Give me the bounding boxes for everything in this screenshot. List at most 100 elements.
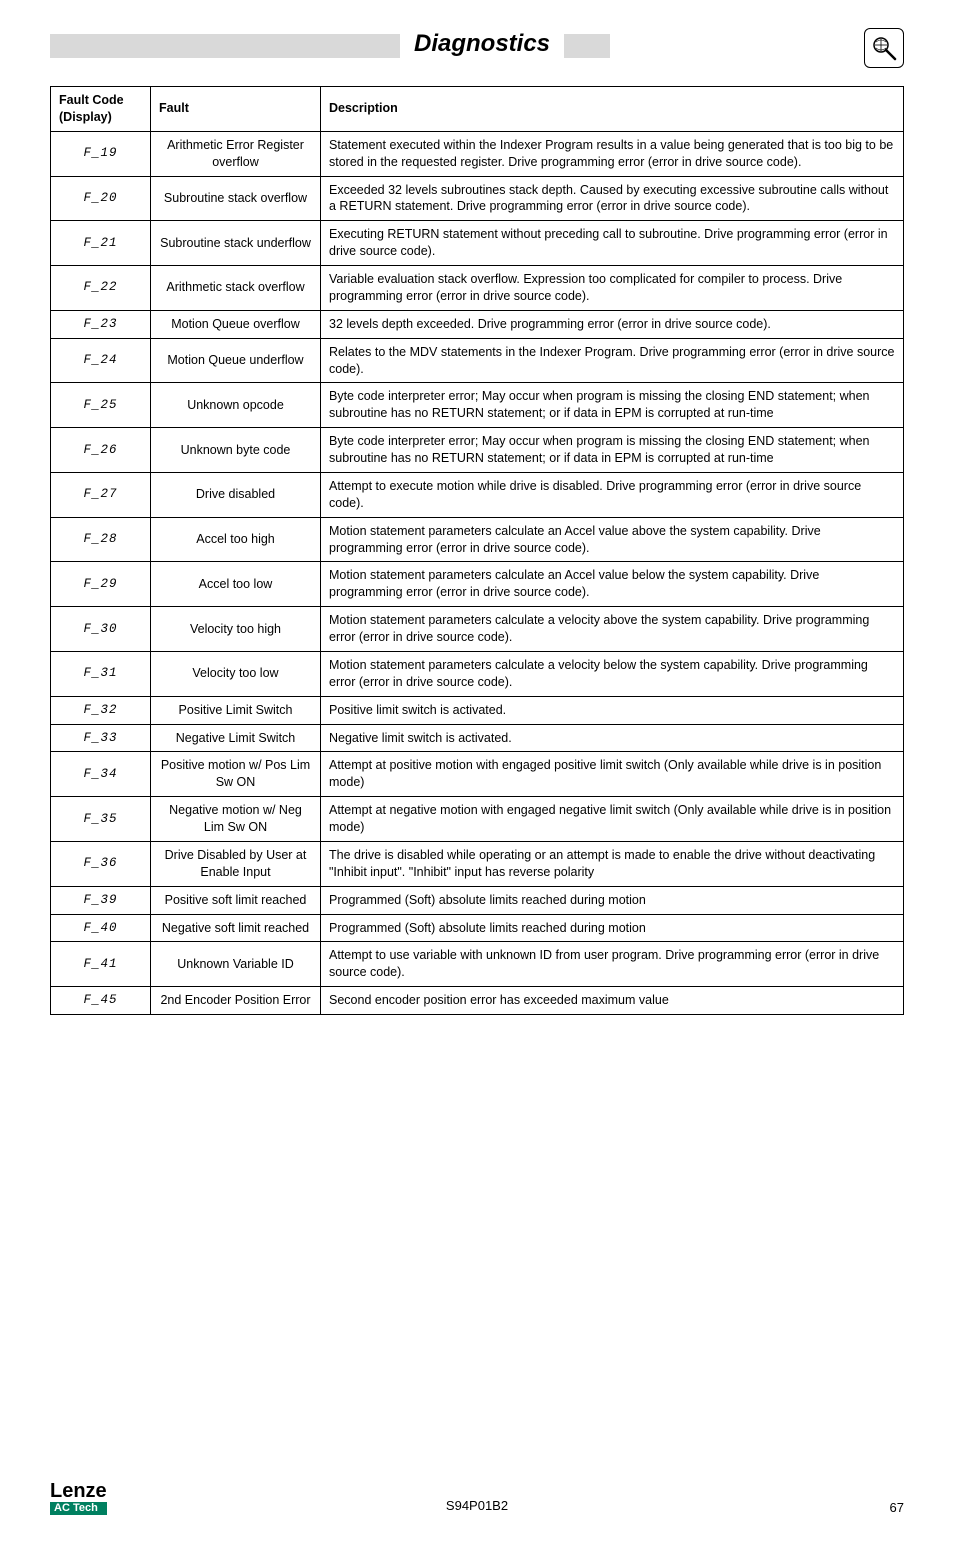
fault-code-cell: F_29 bbox=[51, 562, 151, 607]
magnifier-icon-box bbox=[864, 28, 904, 68]
header-title-wrap: Diagnostics bbox=[400, 30, 564, 58]
fault-name-cell: Subroutine stack underflow bbox=[151, 221, 321, 266]
header-fault: Fault bbox=[151, 87, 321, 132]
logo-text-bottom: AC Tech bbox=[50, 1502, 107, 1515]
fault-description-cell: Programmed (Soft) absolute limits reache… bbox=[321, 886, 904, 914]
fault-name-cell: Motion Queue overflow bbox=[151, 310, 321, 338]
fault-description-cell: The drive is disabled while operating or… bbox=[321, 841, 904, 886]
table-body: F_19Arithmetic Error Register overflowSt… bbox=[51, 131, 904, 1014]
fault-description-cell: Attempt at positive motion with engaged … bbox=[321, 752, 904, 797]
fault-description-cell: Executing RETURN statement without prece… bbox=[321, 221, 904, 266]
table-row: F_32Positive Limit SwitchPositive limit … bbox=[51, 696, 904, 724]
fault-code-cell: F_25 bbox=[51, 383, 151, 428]
fault-description-cell: Statement executed within the Indexer Pr… bbox=[321, 131, 904, 176]
fault-name-cell: Negative motion w/ Neg Lim Sw ON bbox=[151, 797, 321, 842]
fault-description-cell: Second encoder position error has exceed… bbox=[321, 987, 904, 1015]
table-row: F_39Positive soft limit reachedProgramme… bbox=[51, 886, 904, 914]
fault-description-cell: Motion statement parameters calculate a … bbox=[321, 651, 904, 696]
table-row: F_24Motion Queue underflowRelates to the… bbox=[51, 338, 904, 383]
table-row: F_23Motion Queue overflow32 levels depth… bbox=[51, 310, 904, 338]
fault-code-cell: F_20 bbox=[51, 176, 151, 221]
fault-description-cell: Attempt to execute motion while drive is… bbox=[321, 472, 904, 517]
header-description: Description bbox=[321, 87, 904, 132]
header-band: Diagnostics bbox=[50, 30, 904, 68]
fault-code-cell: F_28 bbox=[51, 517, 151, 562]
fault-name-cell: Drive Disabled by User at Enable Input bbox=[151, 841, 321, 886]
table-row: F_35Negative motion w/ Neg Lim Sw ONAtte… bbox=[51, 797, 904, 842]
fault-name-cell: Subroutine stack overflow bbox=[151, 176, 321, 221]
fault-name-cell: Negative Limit Switch bbox=[151, 724, 321, 752]
fault-code-cell: F_30 bbox=[51, 607, 151, 652]
fault-description-cell: 32 levels depth exceeded. Drive programm… bbox=[321, 310, 904, 338]
fault-code-cell: F_40 bbox=[51, 914, 151, 942]
fault-name-cell: Velocity too low bbox=[151, 651, 321, 696]
fault-code-cell: F_26 bbox=[51, 428, 151, 473]
fault-code-cell: F_34 bbox=[51, 752, 151, 797]
header-code: Fault Code (Display) bbox=[51, 87, 151, 132]
table-row: F_19Arithmetic Error Register overflowSt… bbox=[51, 131, 904, 176]
fault-description-cell: Negative limit switch is activated. bbox=[321, 724, 904, 752]
footer-doc-id: S94P01B2 bbox=[446, 1498, 508, 1513]
table-header-row: Fault Code (Display) Fault Description bbox=[51, 87, 904, 132]
fault-description-cell: Byte code interpreter error; May occur w… bbox=[321, 428, 904, 473]
fault-description-cell: Positive limit switch is activated. bbox=[321, 696, 904, 724]
fault-name-cell: Unknown Variable ID bbox=[151, 942, 321, 987]
fault-description-cell: Variable evaluation stack overflow. Expr… bbox=[321, 266, 904, 311]
fault-code-cell: F_19 bbox=[51, 131, 151, 176]
fault-code-table: Fault Code (Display) Fault Description F… bbox=[50, 86, 904, 1015]
fault-code-cell: F_22 bbox=[51, 266, 151, 311]
page: Diagnostics Fault Code (Display) Fault D… bbox=[0, 0, 954, 1545]
fault-name-cell: Unknown byte code bbox=[151, 428, 321, 473]
fault-code-cell: F_24 bbox=[51, 338, 151, 383]
fault-name-cell: Negative soft limit reached bbox=[151, 914, 321, 942]
fault-code-cell: F_45 bbox=[51, 987, 151, 1015]
fault-name-cell: Accel too low bbox=[151, 562, 321, 607]
fault-description-cell: Motion statement parameters calculate an… bbox=[321, 562, 904, 607]
table-row: F_40Negative soft limit reachedProgramme… bbox=[51, 914, 904, 942]
magnifier-icon bbox=[870, 34, 898, 62]
fault-description-cell: Relates to the MDV statements in the Ind… bbox=[321, 338, 904, 383]
fault-code-cell: F_36 bbox=[51, 841, 151, 886]
fault-description-cell: Attempt to use variable with unknown ID … bbox=[321, 942, 904, 987]
fault-name-cell: Drive disabled bbox=[151, 472, 321, 517]
page-footer: Lenze AC Tech S94P01B2 67 bbox=[50, 1475, 904, 1515]
fault-name-cell: Unknown opcode bbox=[151, 383, 321, 428]
table-row: F_36Drive Disabled by User at Enable Inp… bbox=[51, 841, 904, 886]
fault-name-cell: Velocity too high bbox=[151, 607, 321, 652]
fault-code-cell: F_33 bbox=[51, 724, 151, 752]
footer-page-number: 67 bbox=[890, 1500, 904, 1515]
fault-code-cell: F_21 bbox=[51, 221, 151, 266]
fault-name-cell: Positive motion w/ Pos Lim Sw ON bbox=[151, 752, 321, 797]
table-row: F_21Subroutine stack underflowExecuting … bbox=[51, 221, 904, 266]
logo-text-top: Lenze bbox=[50, 1481, 107, 1501]
fault-name-cell: Positive Limit Switch bbox=[151, 696, 321, 724]
table-row: F_31Velocity too lowMotion statement par… bbox=[51, 651, 904, 696]
fault-code-cell: F_41 bbox=[51, 942, 151, 987]
table-row: F_33Negative Limit SwitchNegative limit … bbox=[51, 724, 904, 752]
fault-description-cell: Programmed (Soft) absolute limits reache… bbox=[321, 914, 904, 942]
fault-code-cell: F_35 bbox=[51, 797, 151, 842]
table-row: F_30Velocity too highMotion statement pa… bbox=[51, 607, 904, 652]
fault-name-cell: Arithmetic stack overflow bbox=[151, 266, 321, 311]
table-row: F_452nd Encoder Position ErrorSecond enc… bbox=[51, 987, 904, 1015]
fault-code-cell: F_23 bbox=[51, 310, 151, 338]
table-row: F_25Unknown opcodeByte code interpreter … bbox=[51, 383, 904, 428]
table-row: F_26Unknown byte codeByte code interpret… bbox=[51, 428, 904, 473]
table-row: F_22Arithmetic stack overflowVariable ev… bbox=[51, 266, 904, 311]
fault-name-cell: Accel too high bbox=[151, 517, 321, 562]
table-row: F_27Drive disabledAttempt to execute mot… bbox=[51, 472, 904, 517]
page-title: Diagnostics bbox=[414, 30, 550, 57]
fault-code-cell: F_27 bbox=[51, 472, 151, 517]
table-row: F_20Subroutine stack overflowExceeded 32… bbox=[51, 176, 904, 221]
fault-description-cell: Motion statement parameters calculate an… bbox=[321, 517, 904, 562]
fault-description-cell: Attempt at negative motion with engaged … bbox=[321, 797, 904, 842]
table-row: F_29Accel too lowMotion statement parame… bbox=[51, 562, 904, 607]
table-row: F_41Unknown Variable IDAttempt to use va… bbox=[51, 942, 904, 987]
fault-code-cell: F_31 bbox=[51, 651, 151, 696]
fault-code-cell: F_39 bbox=[51, 886, 151, 914]
fault-name-cell: 2nd Encoder Position Error bbox=[151, 987, 321, 1015]
table-row: F_34Positive motion w/ Pos Lim Sw ONAtte… bbox=[51, 752, 904, 797]
fault-name-cell: Positive soft limit reached bbox=[151, 886, 321, 914]
fault-name-cell: Arithmetic Error Register overflow bbox=[151, 131, 321, 176]
fault-description-cell: Motion statement parameters calculate a … bbox=[321, 607, 904, 652]
